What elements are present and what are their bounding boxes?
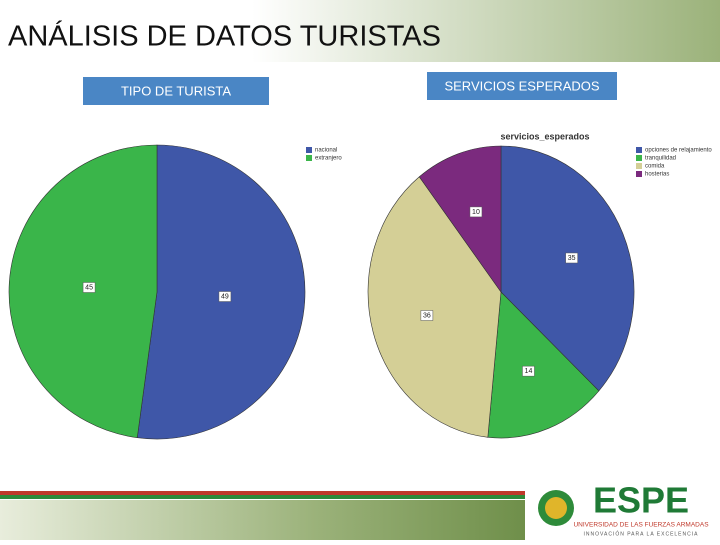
legend-swatch — [636, 147, 642, 153]
legend-swatch — [636, 163, 642, 169]
logo: ESPE UNIVERSIDAD DE LAS FUERZAS ARMADAS … — [538, 480, 709, 537]
pie-slice — [367, 176, 502, 438]
data-label-box — [82, 282, 96, 293]
data-label: 10 — [472, 209, 480, 216]
logo-name: ESPE — [593, 480, 689, 521]
legend-swatch — [636, 155, 642, 161]
title-bar — [0, 0, 720, 62]
legend-label: opciones de relajamiento — [645, 148, 712, 154]
legend-label: hosterias — [645, 172, 669, 178]
data-label: 35 — [568, 255, 576, 262]
footer-bar — [0, 500, 525, 540]
panel-label-box — [427, 72, 617, 100]
logo-text: UNIVERSIDAD DE LAS FUERZAS ARMADAS — [573, 522, 709, 529]
data-label-box — [565, 252, 578, 264]
legend-label: comida — [645, 164, 665, 170]
panel-label-box — [83, 77, 269, 105]
stripe — [0, 495, 525, 499]
panel-label: TIPO DE TURISTA — [121, 83, 231, 98]
legend-swatch — [636, 171, 642, 177]
pie-slice — [418, 145, 502, 293]
pie-slice — [487, 291, 600, 439]
data-label-box — [522, 365, 535, 377]
data-label: 14 — [525, 368, 533, 375]
legend-swatch — [306, 155, 312, 161]
data-label-box — [469, 206, 483, 218]
data-label: 36 — [423, 312, 431, 319]
pie-slice — [500, 145, 635, 392]
logo-text: INNOVACIÓN PARA LA EXCELENCIA — [584, 530, 699, 537]
legend-label: nacional — [315, 148, 337, 154]
data-label-box — [218, 291, 232, 302]
logo-emblem — [545, 497, 567, 519]
slide-title: ANÁLISIS DE DATOS TURISTAS — [8, 20, 441, 53]
data-label: 49 — [221, 293, 229, 300]
data-label-box — [420, 310, 434, 321]
legend-label: extranjero — [315, 156, 342, 162]
chart-title: servicios_esperados — [500, 131, 589, 141]
legend-label: tranquilidad — [645, 156, 676, 162]
legend-swatch — [306, 147, 312, 153]
data-label: 45 — [85, 284, 93, 291]
stripe — [0, 491, 525, 495]
panel-label: SERVICIOS ESPERADOS — [444, 78, 599, 93]
